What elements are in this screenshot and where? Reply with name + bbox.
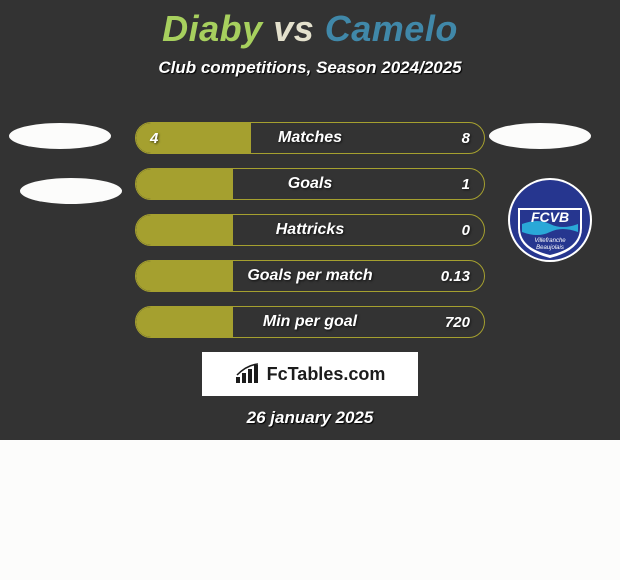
comparison-card: Diaby vs Camelo Club competitions, Seaso…: [0, 0, 620, 440]
vs-text: vs: [273, 8, 314, 49]
page-title: Diaby vs Camelo: [0, 0, 620, 50]
svg-text:Villefranche: Villefranche: [534, 238, 566, 244]
stat-right-value: 8: [462, 130, 470, 147]
player2-name: Camelo: [325, 8, 458, 49]
stats-container: 4Matches8 Goals1 Hattricks0 Goals per match…: [135, 122, 485, 352]
stat-row: Goals per match0.13: [135, 260, 485, 292]
placeholder-ellipse-left-2: [20, 178, 122, 204]
svg-text:Beaujolais: Beaujolais: [536, 245, 564, 251]
stat-row: Min per goal720: [135, 306, 485, 338]
subtitle: Club competitions, Season 2024/2025: [0, 58, 620, 78]
stat-row: Goals1: [135, 168, 485, 200]
bar-chart-icon: [235, 363, 261, 385]
stat-right-value: 720: [445, 314, 470, 331]
placeholder-ellipse-right-1: [489, 123, 591, 149]
player1-name: Diaby: [162, 8, 263, 49]
club-badge-right: FCVB Villefranche Beaujolais: [500, 178, 602, 263]
stat-label: Goals per match: [136, 267, 484, 285]
stat-label: Goals: [136, 175, 484, 193]
logo-text: FcTables.com: [267, 364, 386, 385]
fcvb-shield-icon: FCVB Villefranche Beaujolais: [500, 178, 600, 263]
placeholder-ellipse-left-1: [9, 123, 111, 149]
stat-right-value: 0: [462, 222, 470, 239]
stat-row: 4Matches8: [135, 122, 485, 154]
stat-label: Matches: [136, 129, 484, 147]
stat-right-value: 1: [462, 176, 470, 193]
stat-label: Min per goal: [136, 313, 484, 331]
stat-row: Hattricks0: [135, 214, 485, 246]
fctables-logo: FcTables.com: [202, 352, 418, 396]
stat-right-value: 0.13: [441, 268, 470, 285]
stat-label: Hattricks: [136, 221, 484, 239]
date-text: 26 january 2025: [0, 408, 620, 428]
svg-text:FCVB: FCVB: [531, 209, 569, 225]
